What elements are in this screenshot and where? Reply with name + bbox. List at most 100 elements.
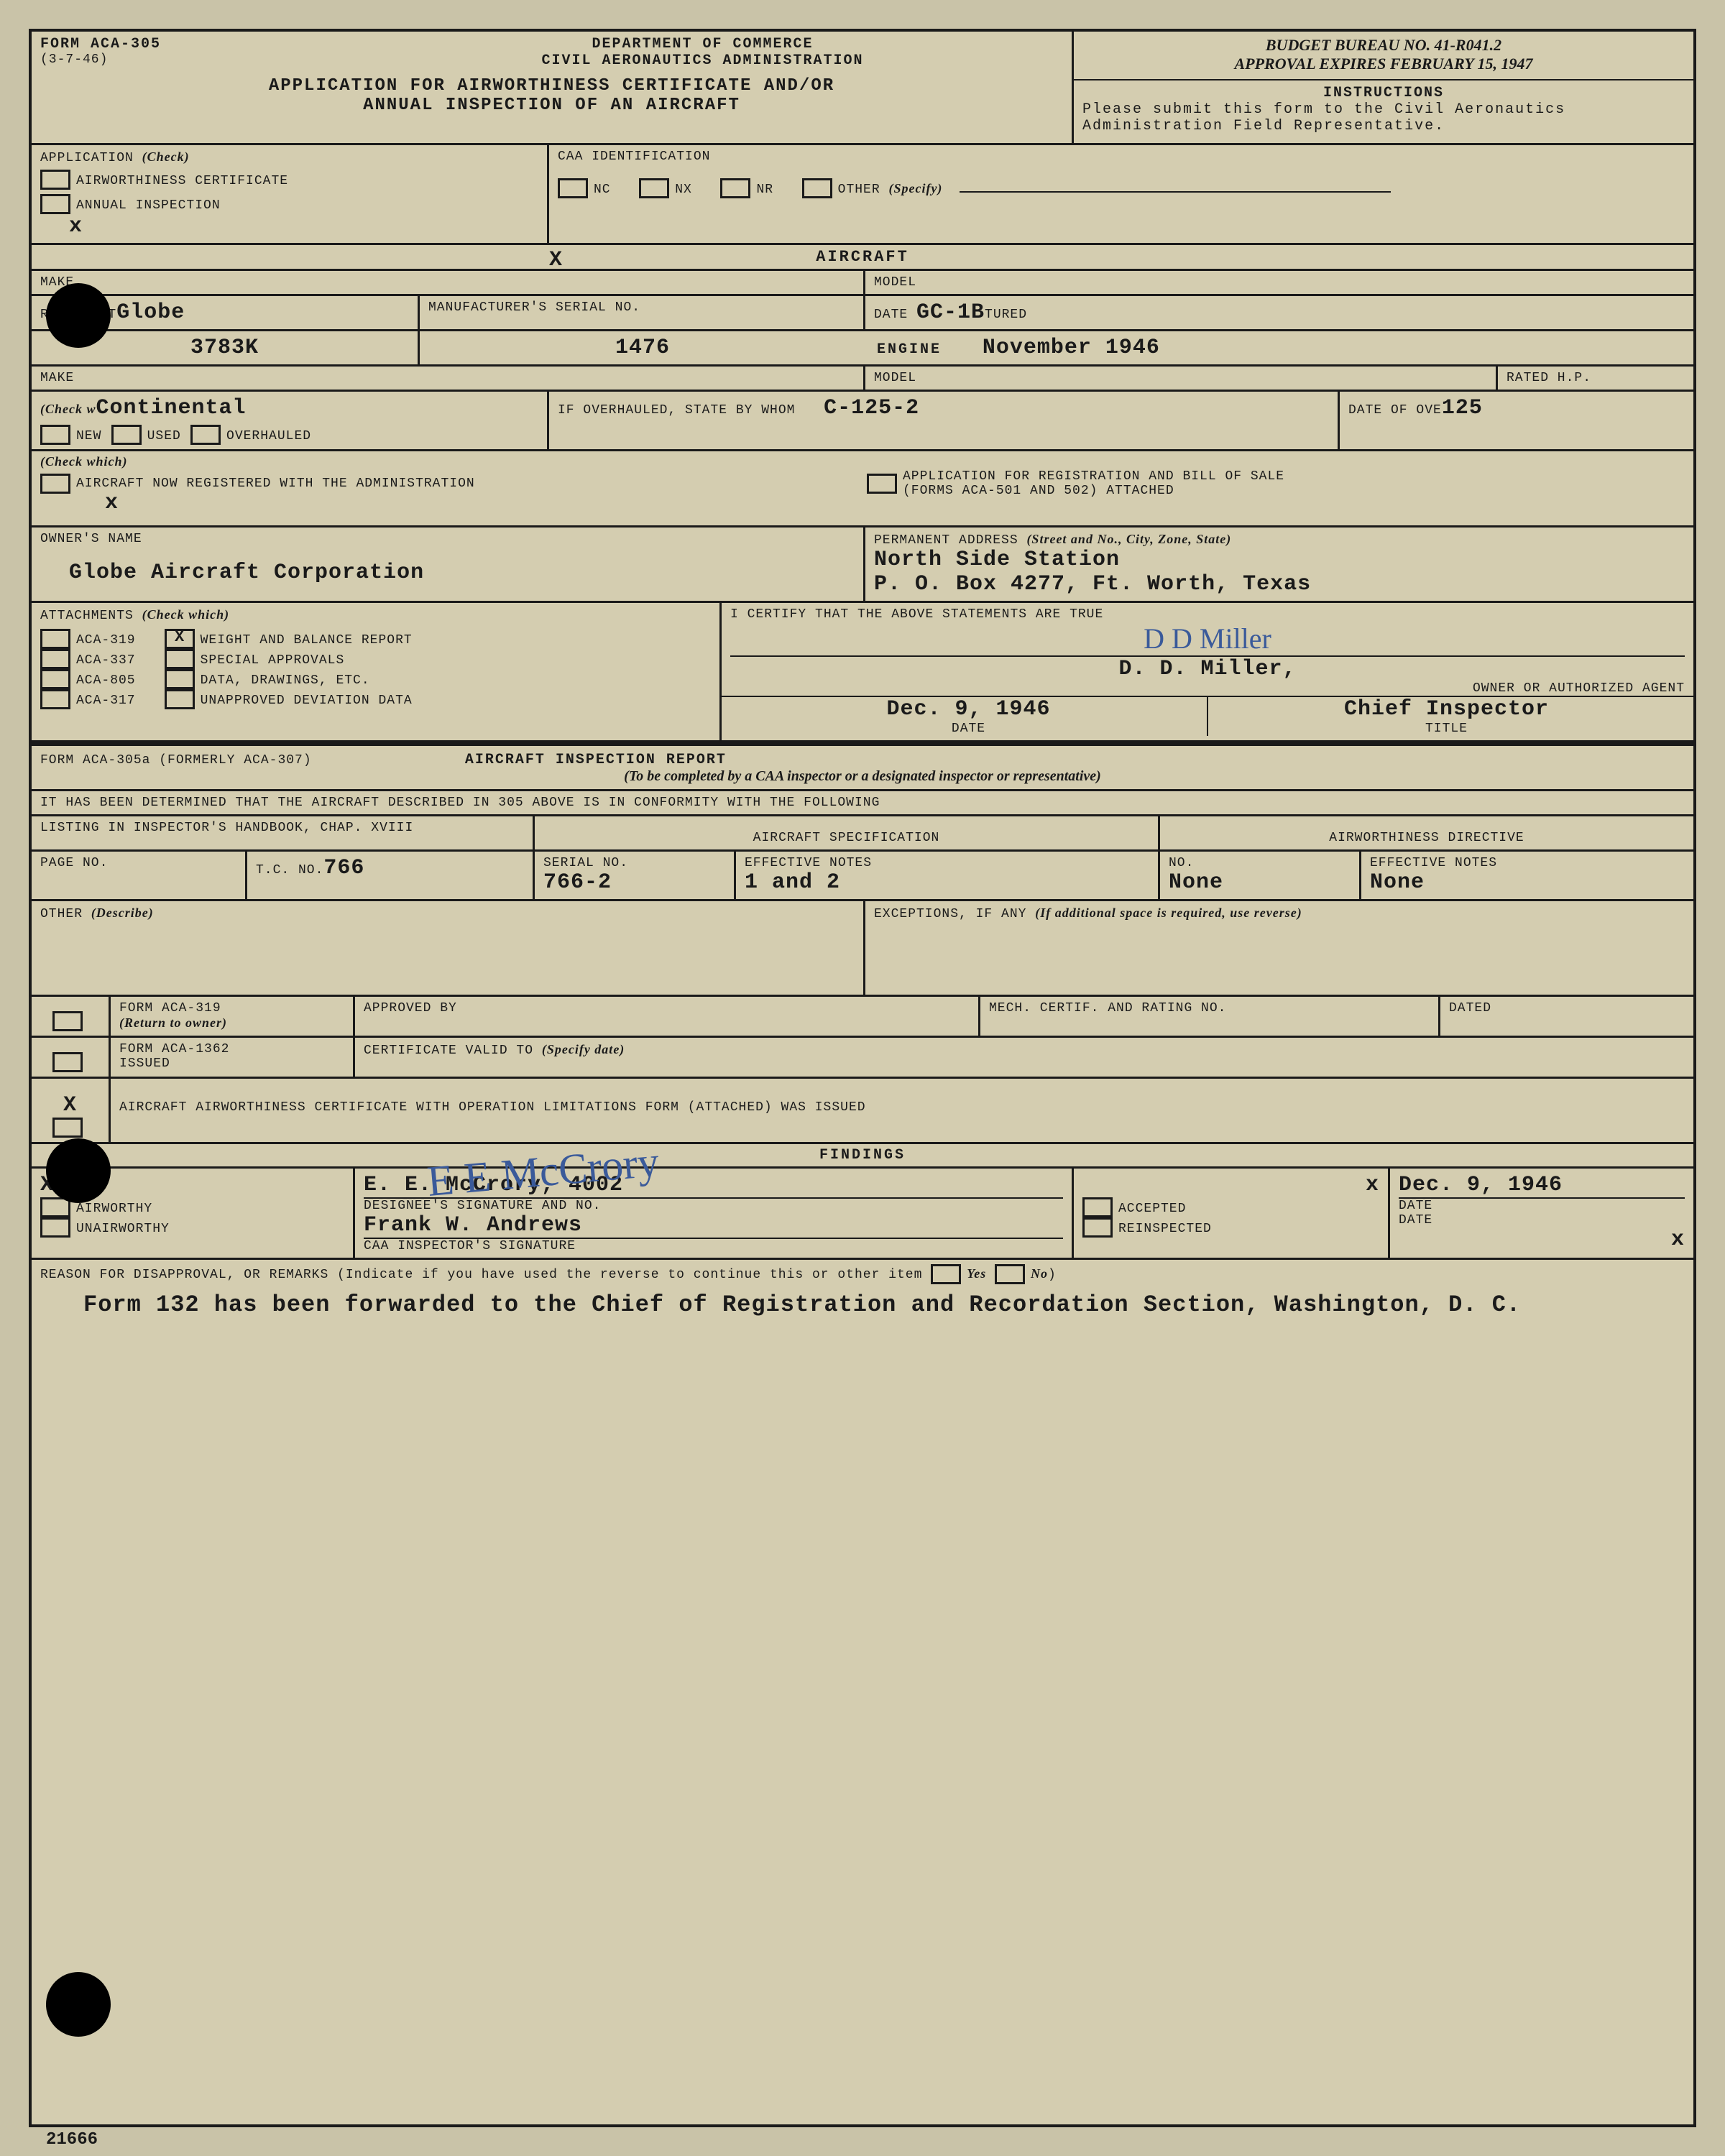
- cb-yes[interactable]: [931, 1264, 961, 1284]
- page-no-label: PAGE NO.: [40, 856, 236, 870]
- findings-date-label: DATE: [1399, 1197, 1685, 1213]
- cb-aca805[interactable]: [40, 669, 70, 689]
- owner-addr-label: PERMANENT ADDRESS (Street and No., City,…: [874, 532, 1685, 548]
- cb-form1362[interactable]: [52, 1052, 83, 1072]
- cb-weight[interactable]: X: [165, 629, 195, 649]
- other-specify-line[interactable]: [960, 191, 1391, 193]
- x-findings: x: [1082, 1173, 1379, 1197]
- certify-label: I CERTIFY THAT THE ABOVE STATEMENTS ARE …: [730, 607, 1685, 622]
- form1362-label: FORM ACA-1362ISSUED: [119, 1042, 344, 1071]
- ad-no-label: NO.: [1169, 856, 1351, 870]
- cb-deviation[interactable]: [165, 689, 195, 709]
- cb-accepted[interactable]: [1082, 1197, 1113, 1217]
- check-which-reg: (Check which): [40, 454, 1685, 469]
- make-label: MAKE: [40, 275, 855, 290]
- cb-aca319[interactable]: [40, 629, 70, 649]
- conformity-text: IT HAS BEEN DETERMINED THAT THE AIRCRAFT…: [32, 791, 1693, 814]
- cb-unairworthy[interactable]: [40, 1217, 70, 1238]
- header-row: FORM ACA-305 (3-7-46) DEPARTMENT OF COMM…: [32, 32, 1693, 145]
- hp-value: 125: [1442, 396, 1483, 420]
- notes-label: EFFECTIVE NOTES: [745, 856, 1149, 870]
- approved-by-label: APPROVED BY: [364, 1001, 970, 1015]
- aircraft-heading: AIRCRAFT: [816, 248, 909, 266]
- cb-aca317[interactable]: [40, 689, 70, 709]
- form-title-1: APPLICATION FOR AIRWORTHINESS CERTIFICAT…: [40, 76, 1063, 96]
- engine-make-label: MAKE: [40, 371, 855, 385]
- form-date: (3-7-46): [40, 52, 342, 67]
- engine-make-value: Continental: [96, 396, 247, 420]
- cb-special[interactable]: [165, 649, 195, 669]
- footer-number: 21666: [46, 2130, 98, 2150]
- remarks-label: REASON FOR DISAPPROVAL, OR REMARKS (Indi…: [40, 1264, 1685, 1284]
- airworthy-label: AIRWORTHY: [76, 1202, 152, 1216]
- date-mfg-value: November 1946: [983, 336, 1160, 360]
- checkbox-nc[interactable]: [558, 178, 588, 198]
- conformity-row: IT HAS BEEN DETERMINED THAT THE AIRCRAFT…: [32, 791, 1693, 816]
- form-number: FORM ACA-305: [40, 36, 342, 52]
- cert-issued-text: AIRCRAFT AIRWORTHINESS CERTIFICATE WITH …: [111, 1079, 1693, 1142]
- checkbox-other[interactable]: [802, 178, 832, 198]
- x-mark-reg: x: [105, 491, 1725, 515]
- aca319: ACA-319: [76, 633, 136, 648]
- engine-row: MAKE MODEL RATED H.P.: [32, 367, 1693, 392]
- cert-title-value: Chief Inspector: [1344, 697, 1549, 722]
- spec-serial-label: SERIAL NO.: [543, 856, 725, 870]
- findings-date-value: Dec. 9, 1946: [1399, 1173, 1685, 1197]
- ad-no-value: None: [1169, 870, 1351, 895]
- owner-addr-1: North Side Station: [874, 548, 1685, 572]
- caa-label: CAA IDENTIFICATION: [558, 149, 1685, 164]
- signee2: Frank W. Andrews: [364, 1213, 1063, 1238]
- cb-no[interactable]: [995, 1264, 1025, 1284]
- x-mark: x: [69, 214, 538, 239]
- signee2-label: CAA INSPECTOR'S SIGNATURE: [364, 1238, 1063, 1253]
- checkbox-airworthiness[interactable]: [40, 170, 70, 190]
- x-mark-aircraft: X: [549, 248, 563, 272]
- reinspected-label: REINSPECTED: [1118, 1222, 1212, 1236]
- checkbox-new[interactable]: [40, 425, 70, 445]
- weight-label: WEIGHT AND BALANCE REPORT: [201, 633, 413, 648]
- signature: D D Miller: [730, 622, 1685, 655]
- cb-issued[interactable]: [52, 1118, 83, 1138]
- hp-label: RATED H.P.: [1506, 371, 1685, 385]
- opt-annual: ANNUAL INSPECTION: [76, 198, 221, 213]
- findings-date2-label: DATE: [1399, 1213, 1685, 1227]
- aca805: ACA-805: [76, 673, 136, 688]
- yes-label: Yes: [967, 1266, 986, 1281]
- accepted-label: ACCEPTED: [1118, 1202, 1186, 1216]
- owner-addr-2: P. O. Box 4277, Ft. Worth, Texas: [874, 572, 1685, 596]
- punch-hole: [46, 1138, 111, 1203]
- attachments-label: ATTACHMENTS (Check which): [40, 607, 711, 623]
- checkbox-used[interactable]: [111, 425, 142, 445]
- cert-date-value: Dec. 9, 1946: [886, 697, 1050, 722]
- application-attached-1: APPLICATION FOR REGISTRATION AND BILL OF…: [903, 469, 1284, 484]
- owner-name-label: OWNER'S NAME: [40, 532, 855, 546]
- instructions-text: Please submit this form to the Civil Aer…: [1082, 101, 1685, 134]
- model-value: GC-1B: [916, 300, 985, 325]
- overhaul-date-label: DATE OF OVE: [1348, 403, 1442, 418]
- specs-header-row: LISTING IN INSPECTOR'S HANDBOOK, CHAP. X…: [32, 816, 1693, 852]
- checkbox-annual[interactable]: [40, 194, 70, 214]
- checkbox-nr[interactable]: [720, 178, 750, 198]
- exceptions-label: EXCEPTIONS, IF ANY (If additional space …: [874, 906, 1685, 921]
- findings-title: FINDINGS: [32, 1144, 1693, 1166]
- cb-reinspected[interactable]: [1082, 1217, 1113, 1238]
- tc-value: 766: [323, 856, 364, 880]
- cb-aca337[interactable]: [40, 649, 70, 669]
- ad-notes-label: EFFECTIVE NOTES: [1370, 856, 1685, 870]
- spec-serial-value: 766-2: [543, 870, 725, 895]
- attachments-row: ATTACHMENTS (Check which) ACA-319 ACA-33…: [32, 603, 1693, 742]
- checkbox-overhauled[interactable]: [190, 425, 221, 445]
- checkbox-nx[interactable]: [639, 178, 669, 198]
- cb-form319[interactable]: [52, 1011, 83, 1031]
- checkbox-registered[interactable]: [40, 474, 70, 494]
- cert-title-label: TITLE: [1208, 722, 1685, 736]
- overhaul-by-label: IF OVERHAULED, STATE BY WHOM: [558, 403, 795, 418]
- cb-data[interactable]: [165, 669, 195, 689]
- owner-row: OWNER'S NAME Globe Aircraft Corporation …: [32, 528, 1693, 603]
- make-model-row: MAKE MODEL: [32, 271, 1693, 296]
- form305a-title: AIRCRAFT INSPECTION REPORT: [465, 752, 727, 768]
- budget-no: BUDGET BUREAU NO. 41-R041.2: [1082, 36, 1685, 55]
- application-row: APPLICATION (Check) AIRWORTHINESS CERTIF…: [32, 145, 1693, 245]
- form305a-subtitle: (To be completed by a CAA inspector or a…: [40, 768, 1685, 785]
- tc-label: T.C. NO.: [256, 863, 323, 877]
